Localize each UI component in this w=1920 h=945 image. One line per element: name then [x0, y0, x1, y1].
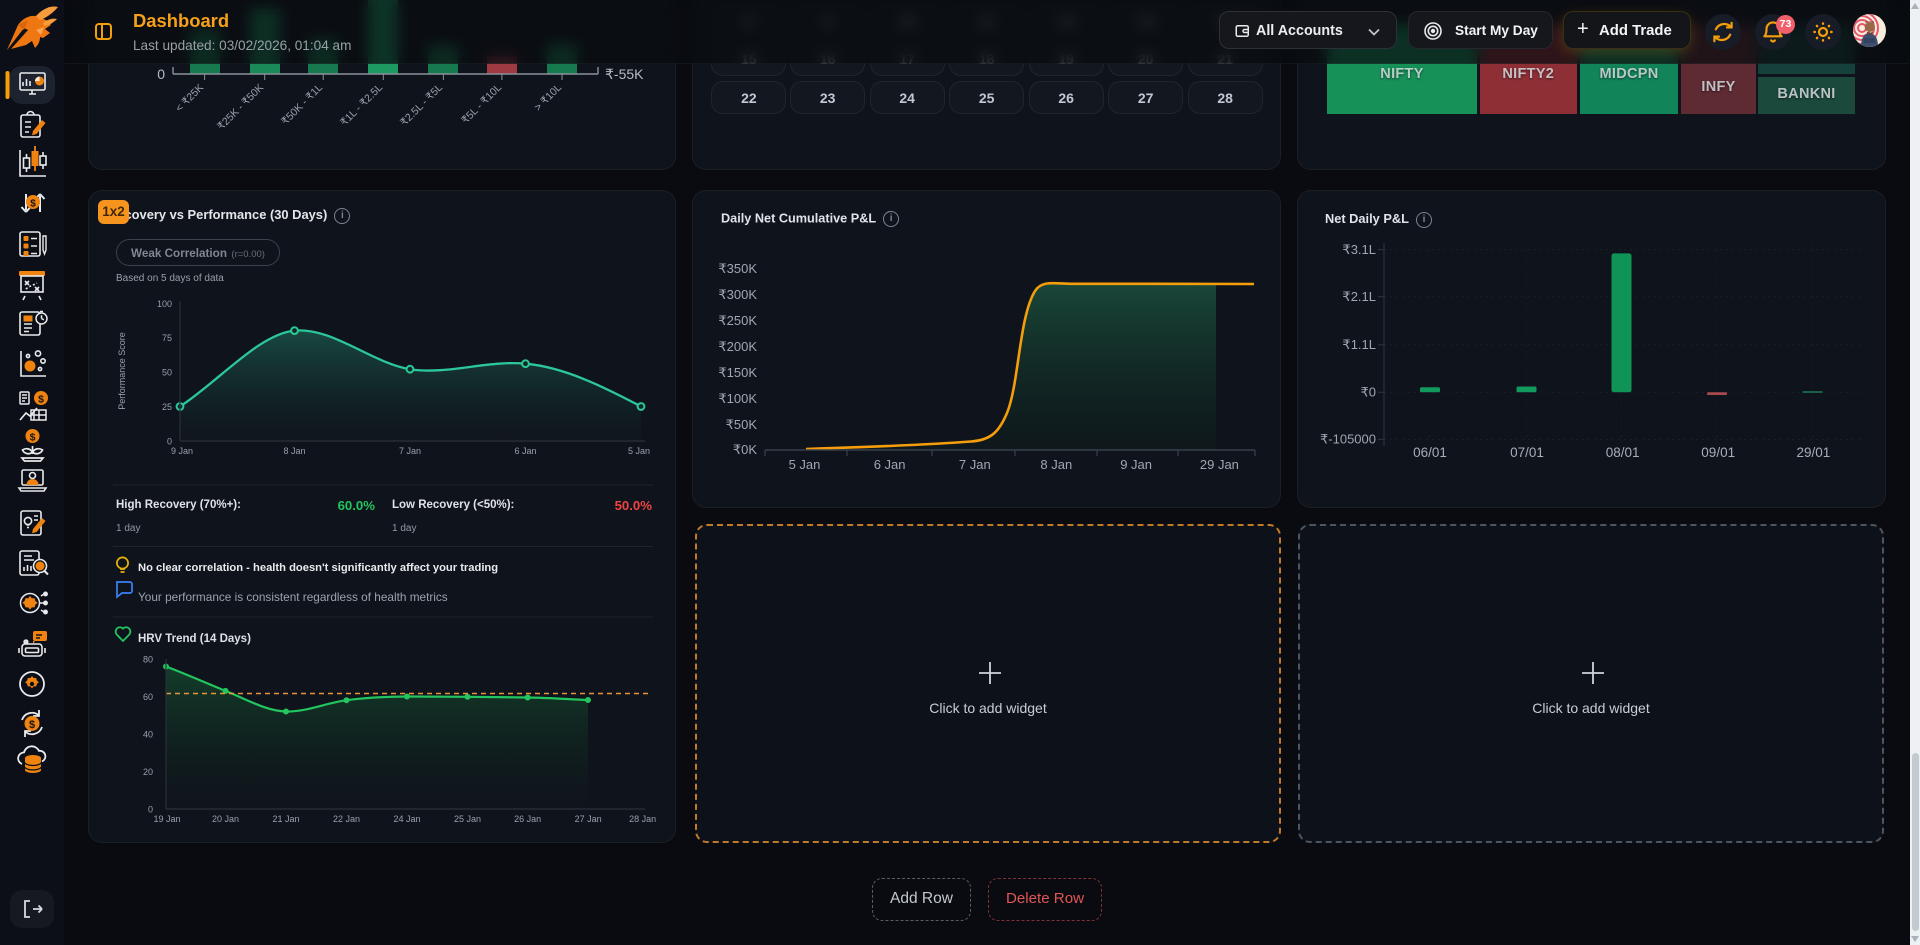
svg-text:₹150K: ₹150K: [718, 365, 757, 380]
svg-text:24 Jan: 24 Jan: [393, 814, 420, 824]
svg-text:100: 100: [157, 299, 172, 309]
svg-text:07/01: 07/01: [1510, 445, 1544, 460]
svg-text:08/01: 08/01: [1606, 445, 1640, 460]
svg-text:₹5L - ₹10L: ₹5L - ₹10L: [459, 82, 504, 127]
svg-text:₹-55K: ₹-55K: [605, 66, 644, 82]
svg-text:25 Jan: 25 Jan: [454, 814, 481, 824]
svg-text:7 Jan: 7 Jan: [959, 457, 991, 472]
svg-text:19 Jan: 19 Jan: [153, 814, 180, 824]
svg-text:5 Jan: 5 Jan: [628, 446, 650, 456]
svg-text:25: 25: [162, 402, 172, 412]
svg-text:₹2.5L - ₹5L: ₹2.5L - ₹5L: [398, 82, 445, 129]
svg-text:₹100K: ₹100K: [718, 391, 757, 406]
svg-text:27 Jan: 27 Jan: [575, 814, 602, 824]
svg-text:₹200K: ₹200K: [718, 339, 757, 354]
svg-text:$: $: [29, 719, 35, 731]
svg-text:₹0: ₹0: [1360, 385, 1376, 400]
svg-text:29/01: 29/01: [1797, 445, 1831, 460]
svg-text:6 Jan: 6 Jan: [514, 446, 536, 456]
svg-text:9 Jan: 9 Jan: [1120, 457, 1152, 472]
svg-text:$: $: [38, 394, 44, 406]
svg-text:₹50K: ₹50K: [726, 417, 758, 432]
svg-text:75: 75: [162, 333, 172, 343]
svg-text:₹3.1L: ₹3.1L: [1342, 242, 1376, 257]
svg-text:28 Jan: 28 Jan: [629, 814, 656, 824]
svg-text:40: 40: [143, 730, 153, 740]
svg-text:0: 0: [167, 437, 172, 447]
svg-text:₹0K: ₹0K: [733, 442, 758, 457]
svg-text:6 Jan: 6 Jan: [874, 457, 906, 472]
svg-text:26 Jan: 26 Jan: [514, 814, 541, 824]
svg-text:8 Jan: 8 Jan: [1040, 457, 1072, 472]
svg-text:₹300K: ₹300K: [718, 287, 757, 302]
svg-text:$: $: [30, 199, 36, 210]
svg-text:₹-105000: ₹-105000: [1320, 432, 1376, 447]
svg-text:06/01: 06/01: [1413, 445, 1447, 460]
svg-text:₹2.1L: ₹2.1L: [1342, 289, 1376, 304]
svg-text:₹350K: ₹350K: [718, 261, 757, 276]
svg-text:0: 0: [148, 805, 153, 815]
svg-text:60: 60: [143, 692, 153, 702]
svg-text:21 Jan: 21 Jan: [272, 814, 299, 824]
svg-text:50: 50: [162, 368, 172, 378]
svg-text:9 Jan: 9 Jan: [171, 446, 193, 456]
svg-text:< ₹25K: < ₹25K: [173, 82, 206, 115]
svg-text:8 Jan: 8 Jan: [283, 446, 305, 456]
svg-text:7 Jan: 7 Jan: [399, 446, 421, 456]
svg-text:5 Jan: 5 Jan: [789, 457, 821, 472]
svg-text:0: 0: [157, 66, 165, 82]
svg-text:> ₹10L: > ₹10L: [532, 82, 564, 114]
svg-text:$: $: [30, 432, 36, 444]
svg-text:₹1.1L: ₹1.1L: [1342, 337, 1376, 352]
svg-text:09/01: 09/01: [1701, 445, 1735, 460]
svg-text:₹50K - ₹1L: ₹50K - ₹1L: [279, 82, 325, 128]
svg-text:22 Jan: 22 Jan: [333, 814, 360, 824]
svg-text:20 Jan: 20 Jan: [212, 814, 239, 824]
svg-text:₹25K - ₹50K: ₹25K - ₹50K: [215, 82, 266, 133]
svg-text:29 Jan: 29 Jan: [1200, 457, 1239, 472]
svg-text:₹250K: ₹250K: [718, 313, 757, 328]
svg-text:Performance Score: Performance Score: [117, 332, 127, 410]
svg-text:₹1L - ₹2.5L: ₹1L - ₹2.5L: [338, 82, 385, 129]
svg-text:80: 80: [143, 655, 153, 665]
svg-text:20: 20: [143, 767, 153, 777]
